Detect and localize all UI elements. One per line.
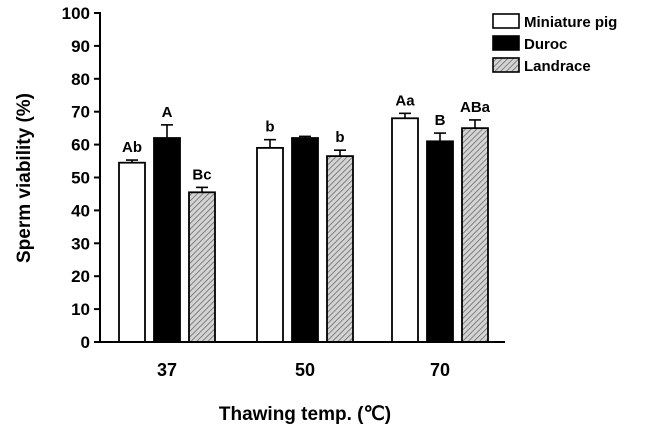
significance-label: ABa [460, 99, 491, 116]
axes [99, 12, 505, 343]
y-tick-label: 80 [71, 70, 90, 89]
y-tick-label: 100 [62, 4, 90, 23]
bar [188, 191, 216, 343]
bar [118, 161, 146, 343]
y-axis-title: Sperm viability (%) [14, 93, 35, 263]
significance-label: Aa [395, 92, 415, 109]
significance-label: Bc [192, 166, 211, 183]
legend-label: Miniature pig [524, 14, 617, 31]
bar [461, 127, 489, 343]
y-tick-label: 40 [71, 201, 90, 220]
significance-label: b [335, 129, 344, 146]
y-tick-label: 20 [71, 267, 90, 286]
y-tick-label: 50 [71, 169, 90, 188]
y-tick-label: 60 [71, 136, 90, 155]
legend-swatch [492, 57, 520, 73]
legend-swatch [492, 35, 520, 51]
x-axis-labels: 37 50 70 [157, 360, 450, 380]
legend: Miniature pig Duroc Landrace [492, 13, 617, 75]
y-tick-label: 10 [71, 300, 90, 319]
legend-label: Duroc [524, 36, 567, 53]
bar [256, 146, 284, 343]
y-tick-label: 70 [71, 103, 90, 122]
significance-label: B [435, 112, 446, 129]
legend-swatch [492, 13, 520, 29]
bar [153, 137, 181, 343]
bar [326, 155, 354, 343]
y-axis-ticks: 0 10 20 30 40 50 60 70 80 90 100 [62, 4, 100, 352]
bar [291, 137, 319, 343]
bar [426, 140, 454, 343]
x-tick-label: 70 [430, 360, 450, 380]
significance-label: Ab [122, 139, 142, 156]
y-tick-label: 90 [71, 37, 90, 56]
legend-label: Landrace [524, 58, 591, 75]
x-axis-title: Thawing temp. (℃) [219, 404, 391, 425]
bar [391, 117, 419, 343]
x-tick-label: 50 [295, 360, 315, 380]
x-tick-label: 37 [157, 360, 177, 380]
significance-label: b [265, 119, 274, 136]
y-tick-label: 30 [71, 234, 90, 253]
y-tick-label: 0 [81, 333, 90, 352]
significance-label: A [162, 104, 173, 121]
bars: Ab A Bc b b Aa B ABa [118, 92, 491, 343]
